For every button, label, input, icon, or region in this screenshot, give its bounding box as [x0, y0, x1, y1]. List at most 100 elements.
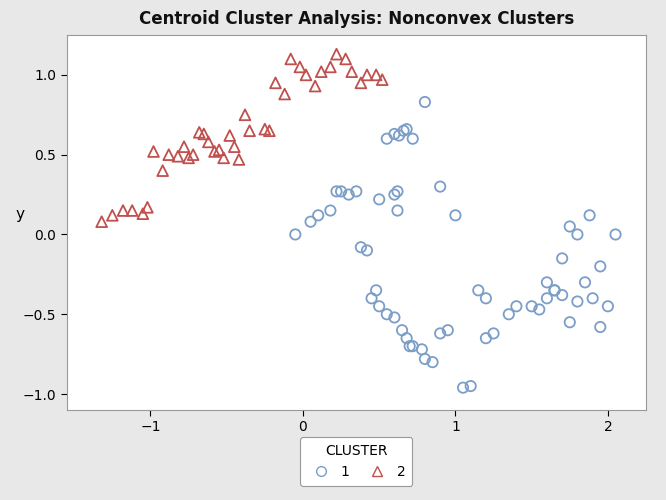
Point — [488, 330, 499, 338]
Point — [209, 148, 220, 156]
Point — [541, 294, 552, 302]
Point — [579, 278, 590, 286]
Point — [344, 190, 354, 198]
Point — [595, 323, 605, 331]
Point — [572, 230, 583, 238]
Point — [565, 222, 575, 230]
Point — [142, 204, 153, 212]
Point — [97, 218, 107, 226]
Point — [402, 125, 412, 133]
Point — [118, 206, 129, 214]
Point — [137, 210, 148, 218]
Point — [549, 286, 560, 294]
Point — [371, 286, 382, 294]
Title: Centroid Cluster Analysis: Nonconvex Clusters: Centroid Cluster Analysis: Nonconvex Clu… — [139, 10, 574, 28]
Point — [610, 230, 621, 238]
Point — [270, 79, 281, 87]
Point — [313, 212, 324, 220]
Point — [398, 126, 409, 134]
Point — [305, 218, 316, 226]
Point — [587, 294, 598, 302]
Point — [420, 98, 430, 106]
Point — [214, 146, 224, 154]
Point — [107, 212, 118, 220]
Point — [435, 182, 446, 190]
Point — [244, 126, 255, 134]
Point — [404, 342, 415, 350]
Point — [203, 138, 214, 146]
Point — [351, 188, 362, 196]
Point — [148, 148, 159, 156]
Point — [316, 68, 326, 76]
Point — [127, 206, 137, 214]
Point — [534, 306, 545, 314]
Point — [300, 71, 311, 79]
Point — [565, 318, 575, 326]
Point — [279, 90, 290, 98]
Point — [408, 342, 418, 350]
Point — [331, 50, 342, 58]
Point — [310, 82, 320, 90]
X-axis label: x: x — [352, 442, 361, 456]
Point — [362, 71, 372, 79]
Point — [325, 63, 336, 71]
Point — [172, 152, 183, 160]
Point — [584, 212, 595, 220]
Point — [294, 63, 305, 71]
Point — [157, 166, 168, 174]
Point — [541, 278, 552, 286]
Point — [402, 334, 412, 342]
Point — [286, 55, 296, 63]
Point — [603, 302, 613, 310]
Point — [450, 212, 461, 220]
Point — [557, 291, 567, 299]
Point — [394, 132, 404, 140]
Point — [389, 130, 400, 138]
Point — [234, 156, 244, 164]
Point — [549, 286, 560, 294]
Legend: 1, 2: 1, 2 — [300, 436, 412, 486]
Point — [392, 206, 403, 214]
Point — [178, 142, 189, 150]
Point — [435, 330, 446, 338]
Point — [194, 128, 204, 136]
Point — [408, 134, 418, 142]
Point — [240, 111, 250, 119]
Point — [260, 125, 270, 133]
Point — [229, 142, 240, 150]
Point — [389, 314, 400, 322]
Point — [356, 79, 366, 87]
Point — [503, 310, 514, 318]
Point — [264, 126, 274, 134]
Point — [427, 358, 438, 366]
Point — [374, 302, 384, 310]
Point — [290, 230, 300, 238]
Point — [377, 76, 388, 84]
Point — [572, 298, 583, 306]
Point — [340, 55, 351, 63]
Point — [346, 68, 357, 76]
Point — [442, 326, 453, 334]
Point — [392, 188, 403, 196]
Point — [481, 334, 492, 342]
Point — [366, 294, 377, 302]
Point — [382, 134, 392, 142]
Point — [511, 302, 521, 310]
Point — [416, 346, 427, 354]
Point — [473, 286, 484, 294]
Point — [198, 130, 209, 138]
Point — [183, 154, 194, 162]
Point — [331, 188, 342, 196]
Point — [389, 190, 400, 198]
Point — [420, 355, 430, 363]
Point — [188, 150, 198, 158]
Point — [557, 254, 567, 262]
Point — [218, 154, 229, 162]
Point — [382, 310, 392, 318]
Point — [336, 188, 346, 196]
Point — [458, 384, 468, 392]
Point — [481, 294, 492, 302]
Point — [374, 196, 384, 203]
Point — [526, 302, 537, 310]
Point — [362, 246, 372, 254]
